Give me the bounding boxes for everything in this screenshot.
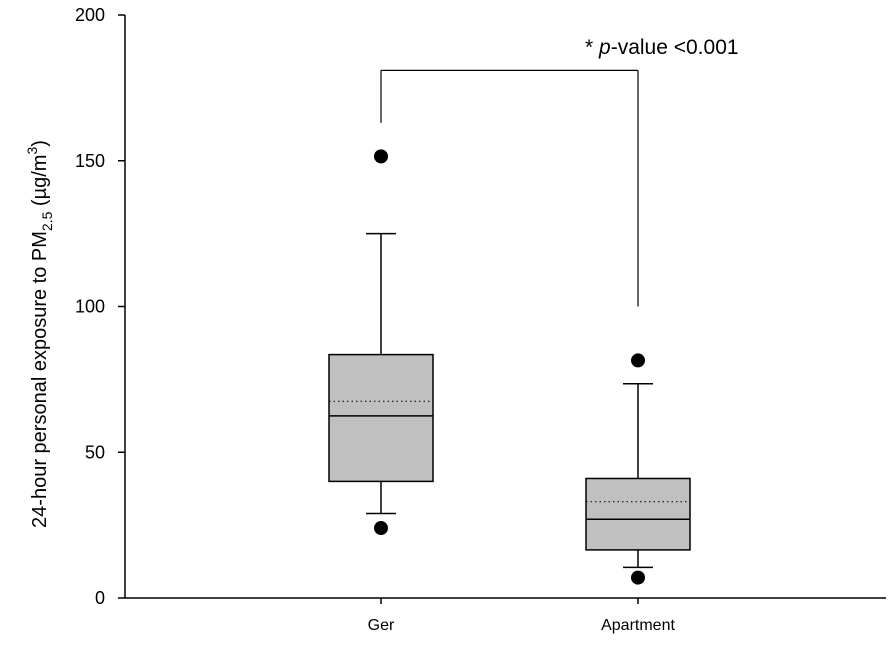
y-axis-label-subscript: 2.5 xyxy=(39,211,55,231)
outlier-point xyxy=(374,149,388,164)
outlier-point xyxy=(631,570,645,585)
outlier-point xyxy=(631,353,645,368)
x-tick-label: Apartment xyxy=(601,617,675,634)
y-tick-label: 150 xyxy=(75,151,105,171)
box-ger xyxy=(328,149,434,536)
x-axis: Ger Apartment xyxy=(125,597,886,634)
outlier-point xyxy=(374,521,388,536)
y-axis-label: 24-hour personal exposure to PM2.5 (µg/m… xyxy=(24,140,55,528)
y-axis-label-unit-open: (µg/m xyxy=(29,155,51,212)
significance-p: p xyxy=(598,36,611,59)
y-axis-label-superscript: 3 xyxy=(24,147,40,155)
y-axis: 0 50 100 150 200 xyxy=(75,5,126,608)
significance-rest: -value <0.001 xyxy=(611,36,739,59)
y-tick-label: 100 xyxy=(75,297,105,317)
significance-star: * xyxy=(585,36,599,59)
y-tick-label: 200 xyxy=(75,5,105,25)
significance-bracket xyxy=(380,69,639,307)
y-axis-label-main: 24-hour personal exposure to PM xyxy=(29,231,51,528)
box-apartment xyxy=(585,353,691,585)
x-tick-label: Ger xyxy=(368,617,395,634)
significance-label: * p-value <0.001 xyxy=(585,36,739,59)
x-tick-labels: Ger Apartment xyxy=(368,598,675,634)
y-axis-label-unit-close: ) xyxy=(29,140,51,147)
y-tick-label: 0 xyxy=(95,588,105,608)
iqr-box xyxy=(585,477,691,551)
iqr-box xyxy=(328,353,434,483)
y-tick-label: 50 xyxy=(85,442,105,462)
boxes xyxy=(328,149,691,585)
y-ticks: 0 50 100 150 200 xyxy=(75,5,125,608)
